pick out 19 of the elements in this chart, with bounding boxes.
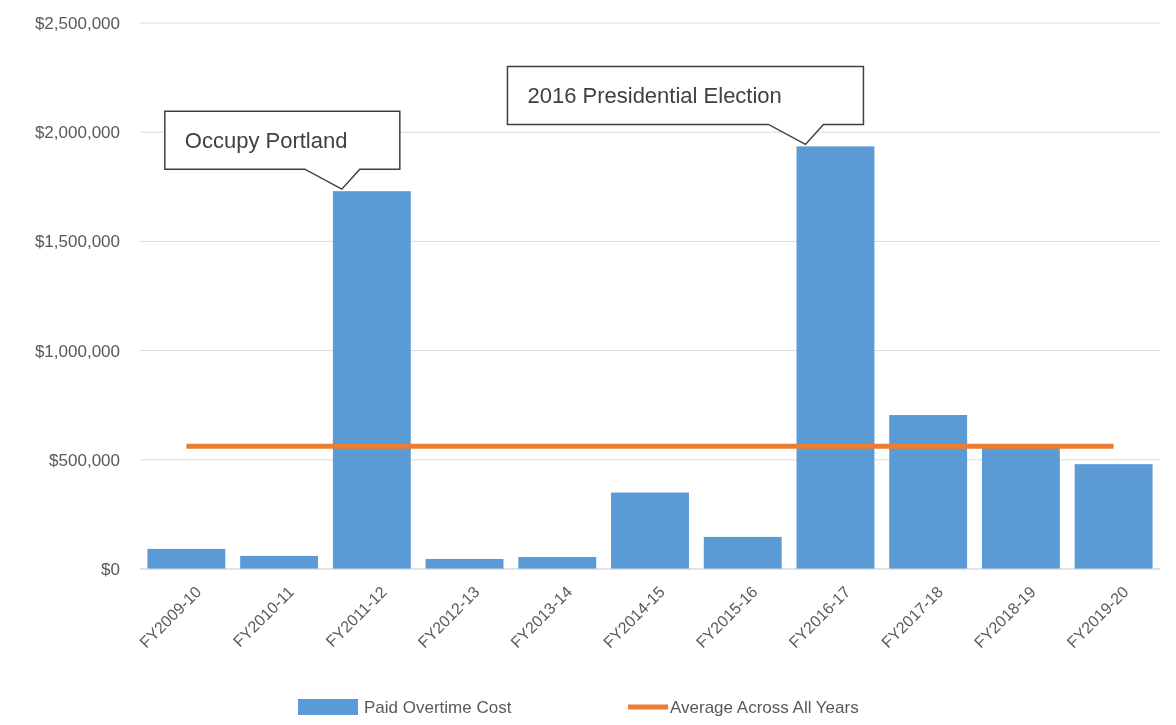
annotation: 2016 Presidential Election (527, 83, 782, 109)
y-tick-label: $2,000,000 (34, 123, 120, 143)
y-tick-label: $1,000,000 (34, 341, 120, 361)
bar (1074, 464, 1153, 569)
bar (518, 556, 597, 569)
legend-label: Paid Overtime Cost (364, 697, 512, 717)
bar (240, 555, 319, 569)
y-tick-label: $2,500,000 (34, 13, 120, 33)
y-tick-label: $500,000 (49, 450, 120, 470)
bar (703, 536, 782, 569)
y-tick-label: $0 (101, 559, 120, 579)
bar (889, 415, 968, 569)
bar (796, 146, 875, 569)
y-tick-label: $1,500,000 (34, 232, 120, 252)
annotation: Occupy Portland (184, 127, 348, 153)
bar (981, 446, 1060, 569)
legend-label: Average Across All Years (670, 697, 859, 717)
bar (147, 548, 226, 569)
bar (611, 492, 689, 569)
